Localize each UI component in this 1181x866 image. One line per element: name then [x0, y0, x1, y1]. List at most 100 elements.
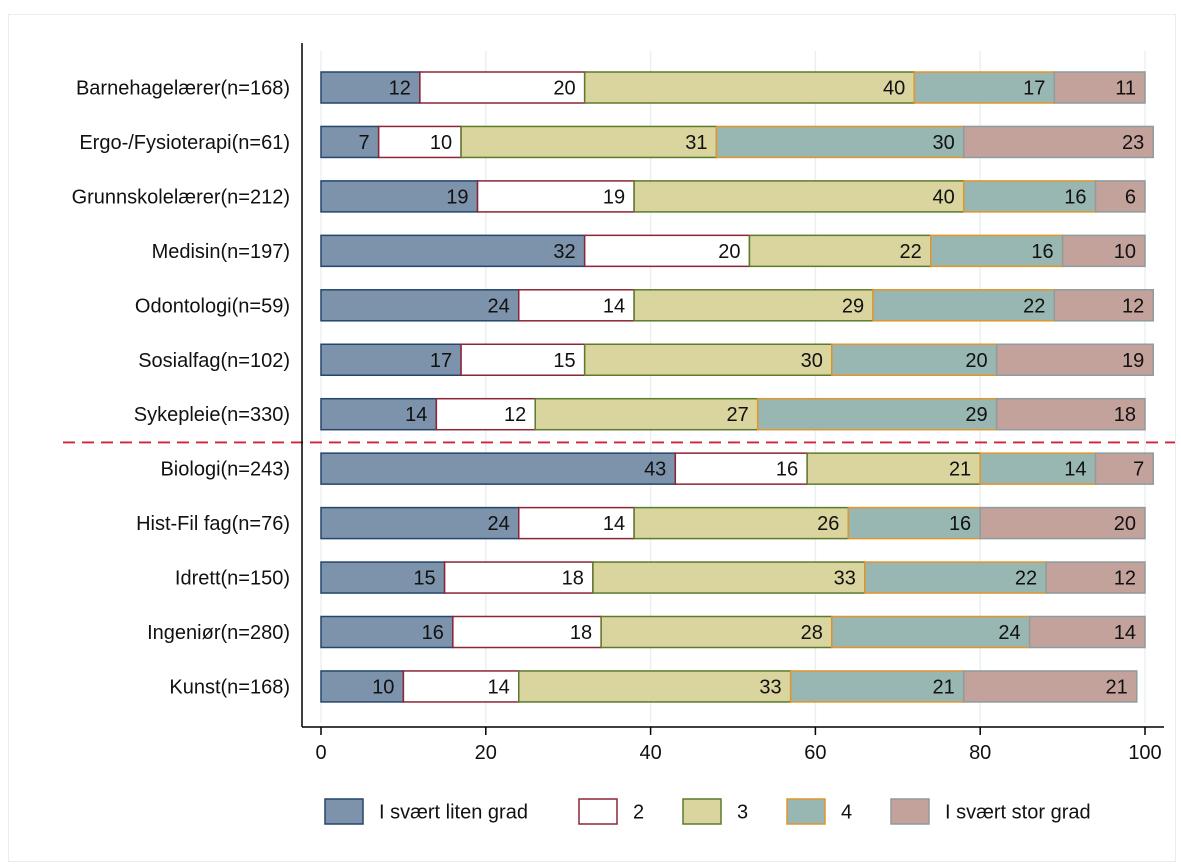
legend-swatch — [786, 798, 826, 825]
bar-segment — [320, 125, 380, 159]
category-label: Sykepleie(n=330) — [134, 404, 290, 426]
bar-segment — [476, 180, 635, 213]
bar-segment — [633, 180, 965, 213]
x-tick-label: 80 — [969, 742, 991, 764]
data-label: 28 — [801, 622, 823, 644]
bar-segment — [320, 71, 421, 104]
bar-segment — [592, 561, 866, 594]
grid-layer — [320, 51, 1146, 723]
bar-segment — [995, 343, 1154, 376]
bar-segment — [962, 180, 1097, 213]
legend-label: 2 — [633, 802, 644, 824]
bar-segment — [320, 670, 405, 703]
bar-segment — [748, 234, 932, 268]
category-label: Idrett(n=150) — [175, 568, 290, 590]
data-label: 7 — [359, 132, 370, 154]
data-label: 40 — [883, 78, 905, 100]
bar-segment — [756, 397, 998, 431]
bar-segment — [320, 615, 454, 649]
data-label: 26 — [817, 513, 839, 535]
data-label: 10 — [372, 676, 394, 698]
data-label: 12 — [1122, 295, 1144, 317]
data-label: 17 — [430, 350, 452, 372]
data-label: 21 — [949, 459, 971, 481]
bar-segment — [402, 670, 520, 703]
data-label: 20 — [1114, 513, 1136, 535]
data-label: 22 — [1023, 295, 1045, 317]
x-tick-label: 20 — [475, 742, 497, 764]
legend-swatch — [890, 798, 930, 825]
data-label: 21 — [932, 676, 954, 698]
bar-segment — [583, 343, 833, 376]
data-label: 14 — [603, 295, 625, 317]
bar-segment — [930, 234, 1064, 268]
bar-segment — [1045, 561, 1146, 594]
bar-segment — [320, 234, 586, 268]
legend-label: 3 — [737, 802, 748, 824]
data-label: 10 — [430, 132, 452, 154]
category-label: Grunnskolelærer(n=212) — [72, 186, 290, 208]
data-label: 15 — [553, 350, 575, 372]
data-label: 20 — [965, 350, 987, 372]
data-label: 21 — [1106, 676, 1128, 698]
bar-segment — [320, 561, 446, 594]
bar-segment — [583, 71, 916, 104]
category-label: Biologi(n=243) — [160, 459, 290, 481]
bar-segment — [320, 343, 462, 376]
data-label: 30 — [801, 350, 823, 372]
data-label: 19 — [1122, 350, 1144, 372]
data-label: 33 — [759, 676, 781, 698]
data-label: 22 — [900, 241, 922, 263]
data-label: 22 — [1015, 568, 1037, 590]
legend-swatch — [324, 798, 364, 825]
data-label: 11 — [1115, 78, 1136, 100]
data-label: 14 — [1064, 459, 1086, 481]
bar-segment — [962, 670, 1138, 703]
bar-segment — [789, 670, 965, 703]
bar-segment — [583, 234, 751, 268]
bar-segment — [1053, 289, 1154, 322]
data-label: 12 — [504, 404, 526, 426]
bar-segment — [1053, 71, 1146, 104]
bar-segment — [377, 125, 462, 159]
legend-label: I svært liten grad — [379, 802, 528, 824]
bar-segment — [715, 125, 965, 159]
bar-segment — [320, 506, 520, 540]
data-label: 14 — [603, 513, 625, 535]
data-label: 43 — [644, 459, 666, 481]
bar-segment — [320, 180, 479, 213]
category-label: Kunst(n=168) — [169, 676, 290, 698]
legend-swatch — [578, 798, 618, 825]
data-label: 14 — [405, 404, 427, 426]
data-label: 24 — [488, 295, 510, 317]
category-label: Hist-Fil fag(n=76) — [136, 513, 290, 535]
legend-label: 4 — [841, 802, 852, 824]
bar-segment — [534, 397, 759, 431]
bar-segment — [320, 289, 520, 322]
x-tick-label: 0 — [315, 742, 326, 764]
category-label: Odontologi(n=59) — [135, 295, 290, 317]
data-label: 19 — [603, 186, 625, 208]
bar-segment — [1094, 452, 1154, 485]
bar-segment — [806, 452, 981, 485]
legend-swatch — [682, 798, 722, 825]
data-label: 23 — [1122, 132, 1144, 154]
bar-segment — [847, 506, 981, 540]
x-tick-label: 60 — [804, 742, 826, 764]
x-tick-label: 40 — [639, 742, 661, 764]
data-label: 16 — [776, 459, 798, 481]
data-label: 16 — [1031, 241, 1053, 263]
bar-segment — [460, 125, 718, 159]
data-label: 16 — [422, 622, 444, 644]
bars-layer: 12 20 40 17 11 7 10 31 30 23 19 19 40 16 6 32 20 22 16 10 24… — [63, 71, 1175, 703]
axes-layer: Barnehagelærer(n=168) Ergo-/Fysioterapi(n… — [72, 43, 1164, 764]
data-label: 29 — [965, 404, 987, 426]
data-label: 30 — [932, 132, 954, 154]
bar-segment — [1028, 615, 1146, 649]
data-label: 19 — [446, 186, 468, 208]
bar-segment — [962, 125, 1154, 159]
bar-segment — [633, 289, 874, 322]
data-label: 40 — [932, 186, 954, 208]
data-label: 18 — [570, 622, 592, 644]
data-label: 7 — [1133, 459, 1144, 481]
